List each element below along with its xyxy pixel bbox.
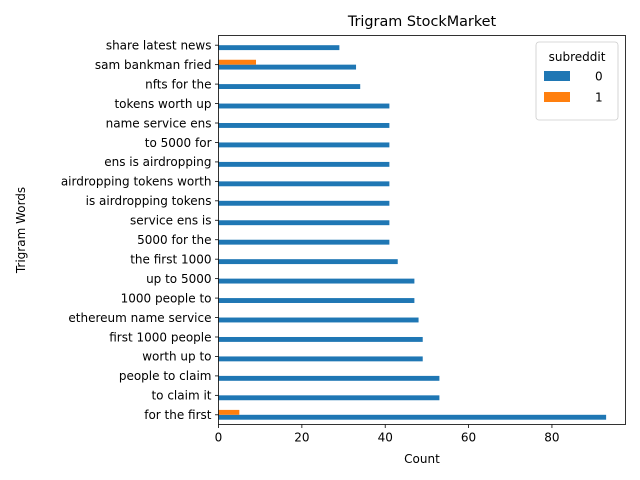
x-tick-label: 20 [294, 431, 309, 445]
bar-series-0-16 [218, 103, 390, 109]
bar-series-0-1 [218, 395, 440, 401]
legend-title: subreddit [549, 50, 606, 64]
y-tick-label: ethereum name service [68, 311, 211, 325]
x-axis-label: Count [404, 452, 440, 466]
chart-title: Trigram StockMarket [347, 14, 497, 30]
y-tick-label: tokens worth up [114, 97, 211, 111]
y-tick-label: airdropping tokens worth [61, 175, 212, 189]
y-tick-label: to 5000 for [145, 136, 212, 150]
bar-series-0-11 [218, 200, 390, 206]
y-tick-label: worth up to [142, 350, 211, 364]
y-tick-label: the first 1000 [130, 252, 211, 266]
y-tick-label: sam bankman fried [95, 58, 212, 72]
legend-label-1: 1 [595, 90, 603, 104]
y-axis-ticks: for the first to claim it people to claim w… [61, 39, 219, 422]
y-tick-label: is airdropping tokens [86, 194, 212, 208]
y-tick-label: 5000 for the [137, 233, 211, 247]
y-tick-label: ens is airdropping [104, 155, 211, 169]
bar-series-0-3 [218, 356, 423, 362]
x-tick-label: 0 [215, 431, 223, 445]
bar-series-0-14 [218, 142, 390, 148]
bar-series-0-15 [218, 123, 390, 128]
bar-series-0-2 [218, 375, 440, 381]
y-tick-label: 1000 people to [121, 291, 212, 305]
bar-series-0-5 [218, 317, 419, 323]
x-tick-label: 60 [461, 431, 476, 445]
legend-swatch-1 [544, 92, 570, 102]
y-tick-label: for the first [144, 408, 212, 422]
bar-series-1-18 [218, 59, 257, 65]
bar-series-0-4 [218, 336, 423, 342]
x-axis-ticks: 0 20 40 60 80 [215, 424, 560, 445]
bar-series-0-19 [218, 45, 340, 51]
y-tick-label: nfts for the [145, 77, 211, 91]
bar-series-0-8 [218, 259, 398, 265]
bar-series-0-0 [218, 414, 607, 420]
bar-series-0-6 [218, 298, 415, 303]
y-tick-label: first 1000 people [109, 330, 211, 344]
bar-series-0-13 [218, 161, 390, 167]
y-tick-label: name service ens [106, 116, 212, 130]
y-tick-label: service ens is [130, 214, 211, 228]
bars-group [218, 45, 607, 420]
bar-series-0-9 [218, 239, 390, 245]
legend: subreddit 0 1 [535, 41, 619, 121]
y-tick-label: up to 5000 [146, 272, 211, 286]
y-tick-label: share latest news [106, 39, 212, 53]
bar-series-0-17 [218, 84, 361, 90]
y-tick-label: to claim it [151, 389, 211, 403]
bar-series-0-10 [218, 220, 390, 226]
x-tick-label: 40 [378, 431, 393, 445]
plot-frame [218, 35, 626, 425]
y-axis-label: Trigram Words [14, 187, 28, 274]
bar-series-1-0 [218, 409, 240, 415]
x-tick-label: 80 [544, 431, 559, 445]
bar-series-0-18 [218, 64, 357, 70]
legend-swatch-0 [544, 71, 570, 81]
y-tick-label: people to claim [119, 369, 212, 383]
legend-label-0: 0 [595, 69, 603, 83]
bar-series-0-7 [218, 278, 415, 284]
bar-series-0-12 [218, 181, 390, 187]
